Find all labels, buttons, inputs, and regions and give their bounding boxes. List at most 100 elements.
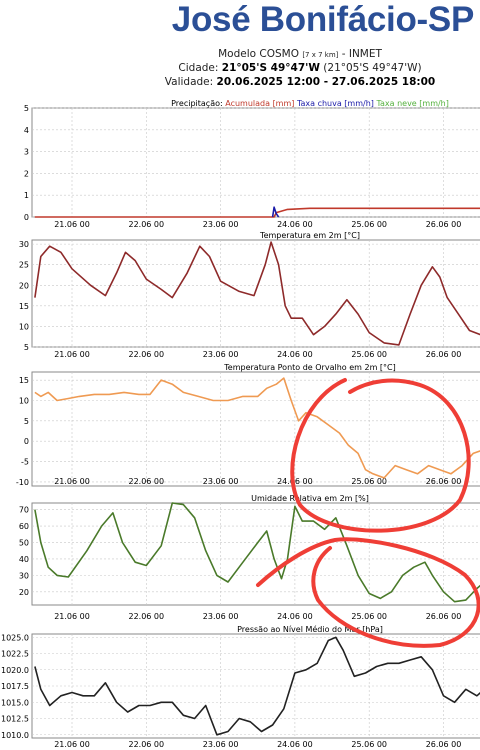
- x-tick-label: 22.06 00: [128, 477, 164, 486]
- x-tick-label: 21.06 00: [54, 350, 90, 359]
- y-tick-label: 1025.0: [1, 633, 29, 642]
- x-tick-label: 21.06 00: [54, 612, 90, 621]
- y-tick-label: 4: [24, 126, 29, 135]
- y-tick-label: 40: [19, 555, 29, 564]
- x-tick-label: 23.06 00: [203, 477, 239, 486]
- series-line-pressure: [34, 636, 480, 736]
- y-tick-label: 0: [24, 437, 29, 446]
- chart-title-part: Umidade Relativa em 2m [%]: [251, 494, 369, 503]
- x-tick-label: 21.06 00: [54, 477, 90, 486]
- y-tick-label: 20: [19, 588, 29, 597]
- x-tick-label: 26.06 00: [426, 612, 462, 621]
- y-tick-label: 20: [19, 281, 29, 290]
- chart-title-part: Temperatura Ponto de Orvalho em 2m [°C]: [223, 363, 395, 372]
- x-tick-label: 22.06 00: [128, 740, 164, 749]
- y-tick-label: 30: [19, 571, 29, 580]
- x-tick-label: 23.06 00: [203, 740, 239, 749]
- chart-title: Umidade Relativa em 2m [%]: [251, 494, 369, 503]
- x-tick-label: 26.06 00: [426, 350, 462, 359]
- annotation-circle: [290, 378, 471, 533]
- x-tick-label: 23.06 00: [203, 350, 239, 359]
- x-tick-label: 26.06 00: [426, 220, 462, 229]
- model-line: Modelo COSMO [7 x 7 km] - INMET: [150, 48, 450, 62]
- x-tick-label: 26.06 00: [426, 740, 462, 749]
- chart-title-part: Precipitação:: [171, 99, 225, 108]
- chart-title: Temperatura Ponto de Orvalho em 2m [°C]: [223, 363, 395, 372]
- x-tick-label: 22.06 00: [128, 220, 164, 229]
- y-tick-label: 1: [24, 191, 29, 200]
- plot-frame: [31, 371, 480, 487]
- y-tick-label: 15: [19, 376, 29, 385]
- chart-title-part: Pressão ao Nível Médio do Mar [hPa]: [237, 624, 383, 634]
- y-tick-label: 10: [19, 397, 29, 406]
- y-tick-label: 25: [19, 261, 29, 270]
- y-tick-label: 1015.0: [1, 698, 29, 707]
- page-title: José Bonifácio-SP: [171, 0, 475, 39]
- annotation-circle: [256, 537, 480, 648]
- x-tick-label: 24.06 00: [277, 220, 313, 229]
- y-tick-label: 1010.0: [1, 731, 29, 740]
- x-tick-label: 25.06 00: [351, 220, 387, 229]
- x-tick-label: 24.06 00: [277, 612, 313, 621]
- x-tick-label: 23.06 00: [203, 612, 239, 621]
- x-tick-label: 26.06 00: [426, 477, 462, 486]
- plot-frame: [31, 107, 480, 218]
- validity-value: 20.06.2025 12:00 - 27.06.2025 18:00: [216, 76, 436, 88]
- series-line-precipitation: [34, 207, 480, 218]
- validity-label: Validade:: [164, 76, 214, 88]
- chart-title-part: Taxa chuva [mm/h]: [296, 99, 377, 108]
- y-tick-label: 1022.5: [1, 650, 29, 659]
- model-resolution: [7 x 7 km]: [302, 51, 339, 59]
- y-tick-label: 1020.0: [1, 666, 29, 675]
- y-tick-label: 60: [19, 522, 29, 531]
- y-tick-label: 1017.5: [1, 682, 29, 691]
- y-tick-label: 15: [19, 302, 29, 311]
- x-tick-label: 21.06 00: [54, 220, 90, 229]
- y-tick-label: 30: [19, 240, 29, 249]
- chart-pressure: Pressão ao Nível Médio do Mar [hPa] 1010.…: [1, 624, 480, 749]
- y-tick-label: 2: [24, 169, 29, 178]
- y-tick-label: 0: [24, 213, 29, 222]
- chart-title-part: Acumulada [mm]: [225, 99, 297, 108]
- x-tick-label: 24.06 00: [277, 740, 313, 749]
- x-tick-label: 22.06 00: [128, 350, 164, 359]
- validity-line: Validade: 20.06.2025 12:00 - 27.06.2025 …: [150, 76, 450, 89]
- model-label: Modelo COSMO: [218, 48, 299, 60]
- city-label: Cidade:: [178, 62, 219, 74]
- city-line: Cidade: 21°05'S 49°47'W (21°05'S 49°47'W…: [150, 62, 450, 75]
- plot-frame: [31, 502, 480, 606]
- chart-title-part: Taxa neve [mm/h]: [375, 99, 448, 108]
- chart-precipitation: Precipitação: Acumulada [mm] Taxa chuva …: [24, 99, 480, 229]
- series-line-precipitation: [271, 206, 280, 218]
- chart-title: Precipitação: Acumulada [mm] Taxa chuva …: [171, 99, 449, 108]
- city-coords-paren: (21°05'S 49°47'W): [323, 62, 422, 74]
- x-tick-label: 25.06 00: [351, 477, 387, 486]
- y-tick-label: 5: [24, 343, 29, 352]
- y-tick-label: -10: [16, 478, 29, 487]
- y-tick-label: 50: [19, 538, 29, 547]
- chart-humidity: Umidade Relativa em 2m [%] 20 30 40 50 60 70 21…: [19, 494, 480, 621]
- y-tick-label: -5: [21, 458, 29, 467]
- y-tick-label: 10: [19, 322, 29, 331]
- x-tick-label: 25.06 00: [351, 740, 387, 749]
- chart-dewpoint: Temperatura Ponto de Orvalho em 2m [°C] -…: [16, 363, 480, 487]
- y-tick-label: 5: [24, 417, 29, 426]
- chart-temperature: Temperatura em 2m [°C] 5 10 15 20 25 30 21.06 0…: [19, 231, 480, 359]
- y-tick-label: 70: [19, 506, 29, 515]
- series-line-dewpoint: [34, 377, 480, 479]
- y-tick-label: 1012.5: [1, 715, 29, 724]
- x-tick-label: 24.06 00: [277, 477, 313, 486]
- plot-frame: [31, 239, 480, 348]
- chart-title: Pressão ao Nível Médio do Mar [hPa]: [237, 624, 383, 634]
- x-tick-label: 22.06 00: [128, 612, 164, 621]
- chart-title: Temperatura em 2m [°C]: [259, 231, 360, 240]
- series-line-temperature: [34, 241, 480, 346]
- model-source: - INMET: [341, 48, 382, 60]
- y-tick-label: 3: [24, 148, 29, 157]
- x-tick-label: 25.06 00: [351, 350, 387, 359]
- x-tick-label: 24.06 00: [277, 350, 313, 359]
- chart-title-part: Temperatura em 2m [°C]: [259, 231, 360, 240]
- city-coords: 21°05'S 49°47'W: [221, 62, 320, 74]
- x-tick-label: 21.06 00: [54, 740, 90, 749]
